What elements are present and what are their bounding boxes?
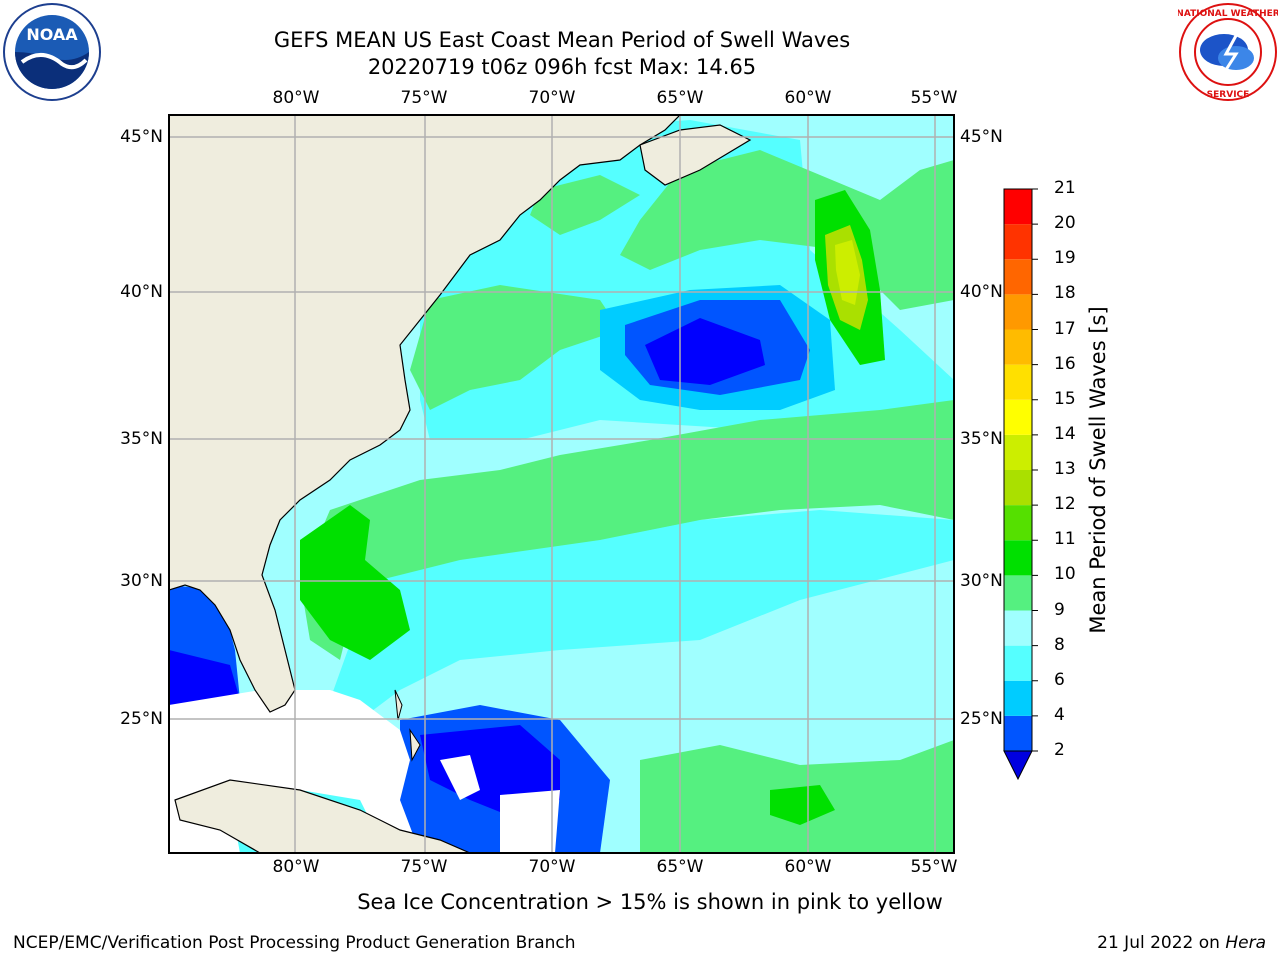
sea-ice-note: Sea Ice Concentration > 15% is shown in … [357, 890, 943, 914]
lon-label-top-80w: 80°W [272, 88, 320, 108]
colorbar-segment [1004, 505, 1032, 541]
lon-label-top-75w: 75°W [400, 88, 448, 108]
lon-label-bottom-75w: 75°W [400, 857, 448, 877]
footer-left: NCEP/EMC/Verification Post Processing Pr… [13, 933, 576, 953]
svg-text:NATIONAL WEATHER: NATIONAL WEATHER [1178, 9, 1278, 19]
nws-logo: NATIONAL WEATHER SERVICE [1178, 3, 1278, 101]
no-data-patches [440, 755, 560, 853]
lon-label-bottom-80w: 80°W [272, 857, 320, 877]
colorbar-tick-label: 21 [1054, 178, 1076, 198]
lat-label-left-30n: 30°N [120, 571, 163, 591]
colorbar-segment [1004, 259, 1032, 295]
colorbar-label: Mean Period of Swell Waves [s] [1086, 306, 1110, 634]
colorbar-tick-label: 8 [1054, 634, 1065, 655]
colorbar-segment [1004, 680, 1032, 716]
colorbar-segment [1004, 329, 1032, 365]
swell-9-10-gulfstream [300, 400, 954, 660]
colorbar-under-arrow [1003, 750, 1033, 781]
colorbar-tick-label: 14 [1054, 423, 1076, 444]
colorbar-segment [1004, 645, 1032, 681]
colorbar-tick-label: 18 [1054, 283, 1076, 304]
colorbar [1003, 188, 1038, 781]
lon-label-top-65w: 65°W [656, 88, 704, 108]
colorbar-segment [1004, 294, 1032, 330]
colorbar-tick-label: 15 [1054, 388, 1076, 409]
lon-label-top-55w: 55°W [910, 88, 958, 108]
lon-label-bottom-60w: 60°W [784, 857, 832, 877]
colorbar-segment [1004, 189, 1032, 225]
colorbar-tick-label: 16 [1054, 353, 1076, 374]
colorbar-tick-label: 20 [1054, 213, 1076, 234]
lon-label-bottom-55w: 55°W [910, 857, 958, 877]
swell-13-14-core [835, 240, 860, 305]
swell-6-8-south [330, 510, 954, 720]
noaa-logo: NOAA [3, 3, 101, 101]
colorbar-segment [1004, 434, 1032, 470]
land-nova-scotia [639, 124, 752, 186]
swell-under-2-gulf [169, 650, 240, 705]
colorbar-segment [1004, 715, 1032, 751]
footer-date: 21 Jul 2022 on [1097, 933, 1226, 953]
lat-label-left-35n: 35°N [120, 429, 163, 449]
colorbar-tick-label: 2 [1054, 740, 1065, 760]
lat-label-right-45n: 45°N [960, 127, 1003, 147]
colorbar-tick-label: 10 [1054, 564, 1076, 585]
colorbar-tick-label: 9 [1054, 599, 1065, 620]
colorbar-segment [1004, 575, 1032, 611]
swell-10-11-south [770, 785, 835, 825]
lon-label-bottom-65w: 65°W [656, 857, 704, 877]
lat-label-left-45n: 45°N [120, 127, 163, 147]
swell-under-2-eddy [645, 318, 765, 385]
noaa-logo-text: NOAA [26, 25, 78, 44]
colorbar-tick-label: 17 [1054, 318, 1076, 339]
lat-label-left-40n: 40°N [120, 282, 163, 302]
swell-9-10-nova-scotia [530, 175, 640, 235]
svg-text:SERVICE: SERVICE [1207, 90, 1250, 100]
colorbar-segment [1004, 610, 1032, 646]
colorbar-tick-label: 19 [1054, 248, 1076, 269]
colorbar-segment [1004, 470, 1032, 506]
lon-label-top-60w: 60°W [784, 88, 832, 108]
colorbar-tick-label: 12 [1054, 494, 1076, 515]
swell-10-11-carolina [300, 505, 410, 660]
colorbar-tick-label: 4 [1054, 704, 1065, 725]
lat-label-right-40n: 40°N [960, 282, 1003, 302]
lon-label-top-70w: 70°W [528, 88, 576, 108]
colorbar-tick-label: 11 [1054, 529, 1076, 550]
lat-label-right-30n: 30°N [960, 571, 1003, 591]
lat-label-left-25n: 25°N [120, 709, 163, 729]
colorbar-segment [1004, 399, 1032, 435]
land-north-america [169, 115, 681, 713]
colorbar-segment [1004, 540, 1032, 576]
chart-title: GEFS MEAN US East Coast Mean Period of S… [273, 28, 851, 52]
colorbar-tick-label: 13 [1054, 459, 1076, 479]
colorbar-segment [1004, 224, 1032, 260]
map-gridlines [169, 115, 954, 853]
chart-subtitle: 20220719 t06z 096h fcst Max: 14.65 [367, 55, 757, 79]
lon-label-bottom-70w: 70°W [528, 857, 576, 877]
map-frame [168, 114, 955, 854]
lat-label-right-25n: 25°N [960, 709, 1003, 729]
swell-9-10-coastal [410, 285, 620, 410]
colorbar-tick-label: 6 [1054, 669, 1065, 690]
land-cuba [174, 779, 471, 853]
lat-label-right-35n: 35°N [960, 429, 1003, 449]
land-bahamas [394, 689, 421, 762]
footer-host: Hera [1225, 933, 1266, 953]
colorbar-segment [1004, 364, 1032, 400]
footer-right: 21 Jul 2022 on Hera [1097, 933, 1266, 953]
